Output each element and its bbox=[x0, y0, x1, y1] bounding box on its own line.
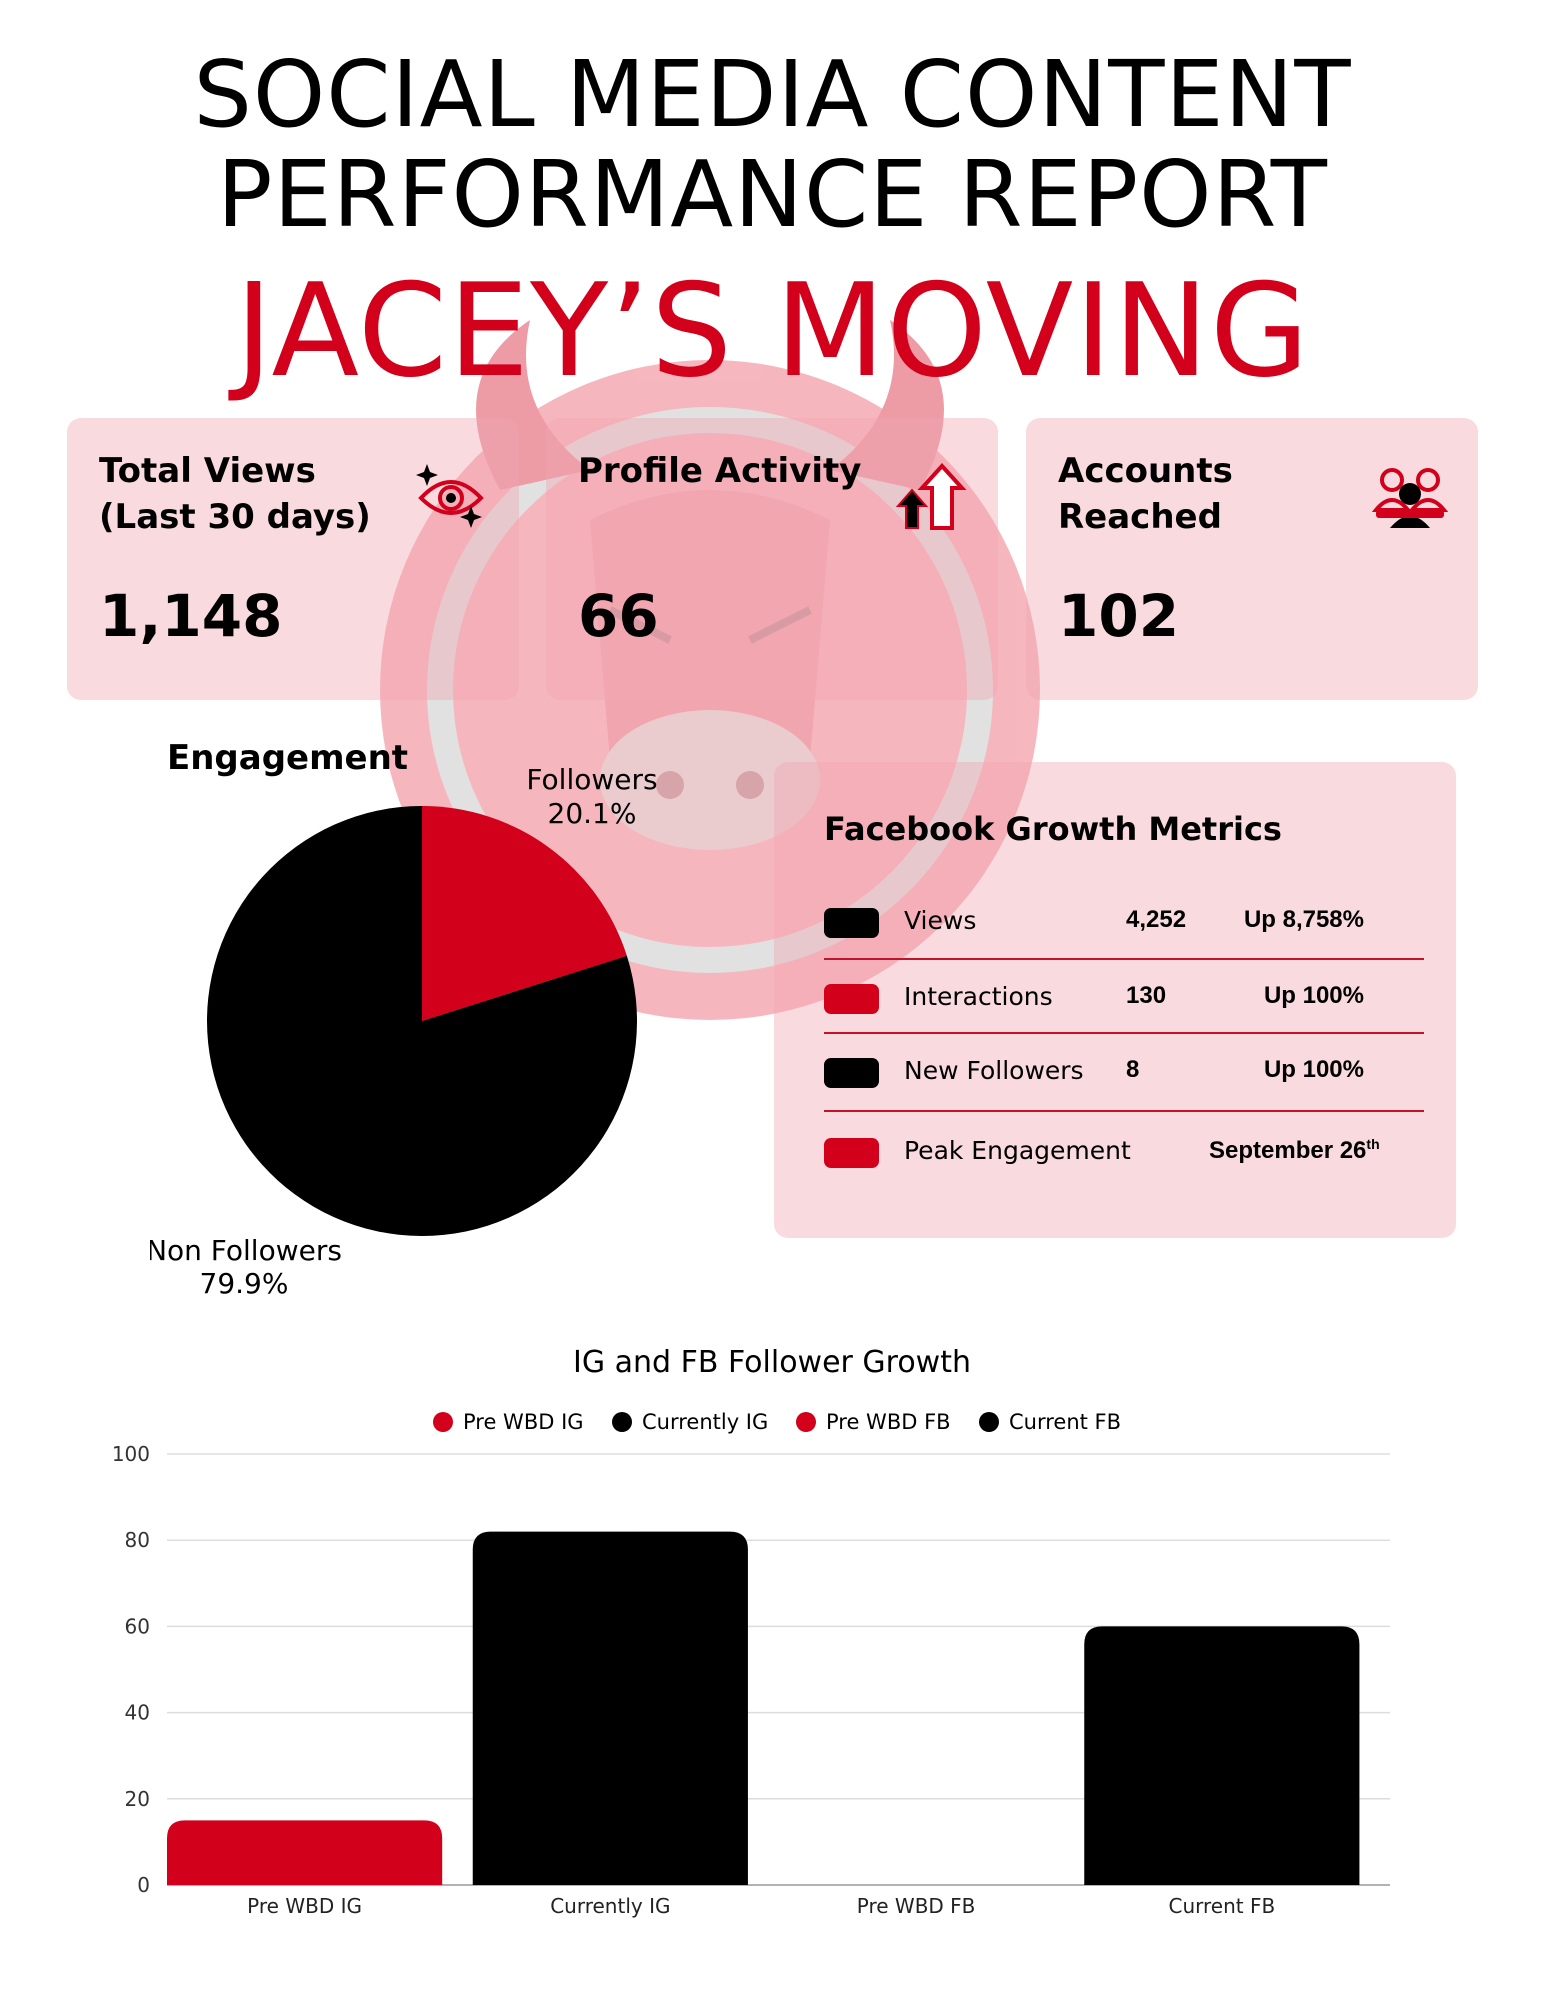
bar-pre-wbd-ig bbox=[167, 1820, 443, 1885]
y-tick-label: 0 bbox=[137, 1873, 150, 1897]
metric-change: Up 100% bbox=[1263, 1056, 1364, 1083]
kpi-label: Total Views (Last 30 days) bbox=[99, 451, 371, 537]
kpi-card-profile-activity: Profile Activity 66 bbox=[546, 418, 998, 700]
legend-marker bbox=[433, 1412, 453, 1432]
peak-date-suffix: th bbox=[1366, 1136, 1380, 1152]
kpi-value: 1,148 bbox=[99, 582, 283, 650]
y-tick-label: 60 bbox=[125, 1614, 150, 1638]
bar-currently-ig bbox=[472, 1531, 748, 1885]
legend-label: Currently IG bbox=[642, 1410, 768, 1434]
metric-name: New Followers bbox=[904, 1056, 1084, 1085]
kpi-label: Profile Activity bbox=[578, 451, 862, 491]
y-tick-label: 100 bbox=[112, 1442, 150, 1466]
legend-marker bbox=[979, 1412, 999, 1432]
report-title-line-1: SOCIAL MEDIA CONTENT bbox=[193, 41, 1352, 148]
followers-pct: 20.1% bbox=[548, 797, 637, 830]
legend-swatch bbox=[824, 984, 879, 1014]
metric-row-interactions: Interactions 130 Up 100% bbox=[824, 958, 1424, 1032]
divider bbox=[824, 1110, 1424, 1112]
facebook-growth-title: Facebook Growth Metrics bbox=[824, 810, 1282, 848]
non-followers-pct: 79.9% bbox=[200, 1267, 289, 1300]
y-tick-label: 20 bbox=[125, 1787, 150, 1811]
y-tick-label: 80 bbox=[125, 1528, 150, 1552]
metric-row-new-followers: New Followers 8 Up 100% bbox=[824, 1032, 1424, 1106]
metric-name: Views bbox=[904, 906, 977, 935]
x-tick-label: Pre WBD IG bbox=[247, 1894, 362, 1918]
x-tick-label: Pre WBD FB bbox=[857, 1894, 976, 1918]
peak-date: September 26th bbox=[1209, 1136, 1380, 1165]
followers-label: Followers bbox=[526, 763, 657, 796]
metric-name: Peak Engagement bbox=[904, 1136, 1131, 1165]
legend-marker bbox=[612, 1412, 632, 1432]
divider bbox=[824, 1032, 1424, 1034]
metric-value: 4,252 bbox=[1126, 906, 1187, 933]
pie-slice-followers bbox=[422, 806, 627, 1021]
legend-swatch bbox=[824, 1058, 879, 1088]
legend-label: Pre WBD IG bbox=[463, 1410, 584, 1434]
legend-swatch bbox=[824, 908, 879, 938]
kpi-card-accounts-reached: Accounts Reached 102 bbox=[1026, 418, 1478, 700]
legend-label: Current FB bbox=[1009, 1410, 1121, 1434]
legend-marker bbox=[796, 1412, 816, 1432]
kpi-value: 102 bbox=[1058, 582, 1180, 650]
metric-row-views: Views 4,252 Up 8,758% bbox=[824, 882, 1424, 956]
metric-value: 8 bbox=[1126, 1056, 1140, 1083]
follower-growth-bar-chart: IG and FB Follower Growth Pre WBD IG Curr… bbox=[112, 1345, 1390, 1918]
users-icon bbox=[1372, 468, 1448, 528]
chart-title: IG and FB Follower Growth bbox=[573, 1345, 971, 1380]
eye-sparkle-icon bbox=[416, 464, 484, 528]
legend-label: Pre WBD FB bbox=[826, 1410, 951, 1434]
kpi-label: Accounts Reached bbox=[1058, 451, 1233, 537]
metric-change: Up 100% bbox=[1263, 982, 1364, 1009]
engagement-title: Engagement bbox=[167, 738, 409, 778]
y-tick-label: 40 bbox=[125, 1701, 150, 1725]
up-arrows-icon bbox=[895, 463, 967, 530]
metric-value: 130 bbox=[1126, 982, 1167, 1009]
metric-row-peak-engagement: Peak Engagement September 26th bbox=[824, 1112, 1424, 1186]
peak-date-text: September 26 bbox=[1209, 1137, 1367, 1164]
divider bbox=[824, 958, 1424, 960]
facebook-growth-card: Facebook Growth Metrics Views 4,252 Up 8… bbox=[774, 762, 1456, 1238]
engagement-pie-chart: Followers 20.1% Non Followers 79.9% bbox=[150, 763, 658, 1300]
pie-slice-non-followers bbox=[206, 806, 637, 1236]
kpi-card-total-views: Total Views (Last 30 days) 1,148 bbox=[67, 418, 519, 700]
kpi-value: 66 bbox=[578, 582, 659, 650]
legend-swatch bbox=[824, 1138, 879, 1168]
x-tick-label: Currently IG bbox=[550, 1894, 670, 1918]
metric-change: Up 8,758% bbox=[1243, 906, 1364, 933]
x-tick-label: Current FB bbox=[1168, 1894, 1275, 1918]
metric-name: Interactions bbox=[904, 982, 1053, 1011]
report-title-line-2: PERFORMANCE REPORT bbox=[217, 141, 1328, 248]
company-name: JACEY’S MOVING bbox=[234, 257, 1311, 406]
non-followers-label: Non Followers bbox=[150, 1234, 342, 1267]
bar-current-fb bbox=[1084, 1626, 1360, 1885]
